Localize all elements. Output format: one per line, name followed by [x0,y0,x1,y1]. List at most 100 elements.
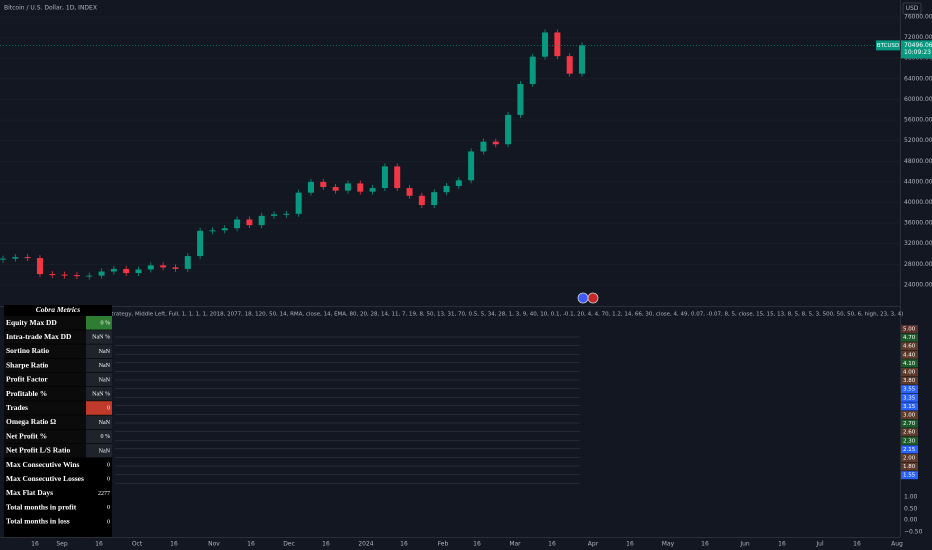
table-row [4,401,86,415]
candle-body [443,185,450,193]
table-cell [86,344,112,358]
candle-body [271,214,278,216]
table-row [4,443,86,458]
candle-body [505,114,512,145]
table-cell [86,415,112,429]
table-row [4,316,86,330]
y-tick-label: 0.00 [904,517,918,524]
metric-label: Equity Max DD [6,318,57,327]
table-cell [86,358,112,373]
x-tick-label: Sep [56,541,68,548]
candle-body [12,257,19,259]
table-cell [86,330,112,344]
candle-body [307,181,314,193]
value-tag: 3.00 [903,413,916,419]
metric-label: Max Consecutive Losses [6,474,84,483]
metric-value: NaN [99,377,111,383]
y-tick-label: 52000.00 [904,137,932,144]
x-tick-label: 16 [473,541,481,548]
x-tick-label: Mar [509,541,521,548]
candle-body [529,56,536,84]
metric-label: Sortino Ratio [6,346,49,355]
y-tick-label: 76000.00 [904,14,932,21]
candle-body [283,213,290,215]
symbol-title: Bitcoin / U.S. Dollar, 1D, INDEX [4,5,97,12]
event-icon[interactable] [577,292,589,304]
y-tick-label: 72000.00 [904,34,932,41]
metric-label: Max Consecutive Wins [6,460,80,469]
candle-body [579,45,585,74]
metric-value: NaN % [92,335,110,341]
candle-body [295,192,302,214]
flag-icons[interactable] [577,292,599,304]
candle-body [209,230,216,232]
value-tag-bg [901,385,918,394]
price-tag: 70496.06 [904,42,932,49]
y-tick-label: 32000.00 [904,240,932,247]
candle-body [0,258,6,260]
value-tag-bg [901,342,918,351]
value-tag: 2.30 [903,438,916,444]
value-tag: 1.55 [903,473,916,479]
candle-body [49,274,56,276]
candle-body [160,265,167,268]
candle-body [480,141,487,152]
value-tag-bg [901,471,918,480]
candle-body [73,275,80,277]
y-tick-label: −0.50 [904,529,923,536]
candle-body [406,188,413,196]
x-tick-label: Jun [739,541,750,548]
candle-body [344,183,351,191]
value-tag-bg [901,428,918,437]
metric-value: NaN [99,420,111,426]
value-tag: 2.00 [903,456,916,462]
metric-value: NaN [99,349,111,355]
table-cell [86,443,112,458]
x-tick-label: May [662,541,675,548]
candle-body [123,268,130,274]
candle-body [110,268,117,272]
value-tag: 3.55 [903,387,916,393]
table-cell [86,486,112,500]
candle-body [468,151,475,181]
candle-body [98,271,105,276]
value-tag-bg [901,376,918,385]
candle-body [147,265,154,270]
event-icon[interactable] [587,292,599,304]
y-tick-label: 60000.00 [904,96,932,103]
candle-body [234,219,241,229]
x-tick-label: 16 [548,541,556,548]
table-cell [86,429,112,444]
candle-body [517,83,524,115]
metric-label: Total months in loss [6,517,70,526]
metric-value: 0 % [101,434,111,440]
y-tick-label: 44000.00 [904,178,932,185]
metric-value: 0 [107,477,110,483]
table-cell [86,458,112,472]
x-tick-label: Aug [891,541,903,548]
y-tick-label: 56000.00 [904,117,932,124]
value-tag-bg [901,411,918,419]
value-tag-bg [901,445,918,454]
value-tag: 2.70 [903,421,916,427]
y-tick-label: 24000.00 [904,281,932,288]
candle-body [332,187,339,191]
table-row [4,330,86,344]
y-tick-label: 28000.00 [904,261,932,268]
candle-body [221,228,228,231]
currency[interactable]: USD [906,5,919,12]
y-tick-label: 36000.00 [904,220,932,227]
x-tick-label: 16 [31,541,39,548]
metric-value: NaN [99,363,111,369]
candle-body [369,188,376,192]
metric-label: Intra-trade Max DD [6,332,72,341]
candle-body [566,56,573,74]
y-tick-label: 0.50 [904,506,918,513]
candle-body [172,267,179,269]
x-tick-label: 16 [701,541,709,548]
candle-body [197,230,204,257]
value-tag: 4.40 [903,352,916,358]
currency-box[interactable] [902,2,922,15]
